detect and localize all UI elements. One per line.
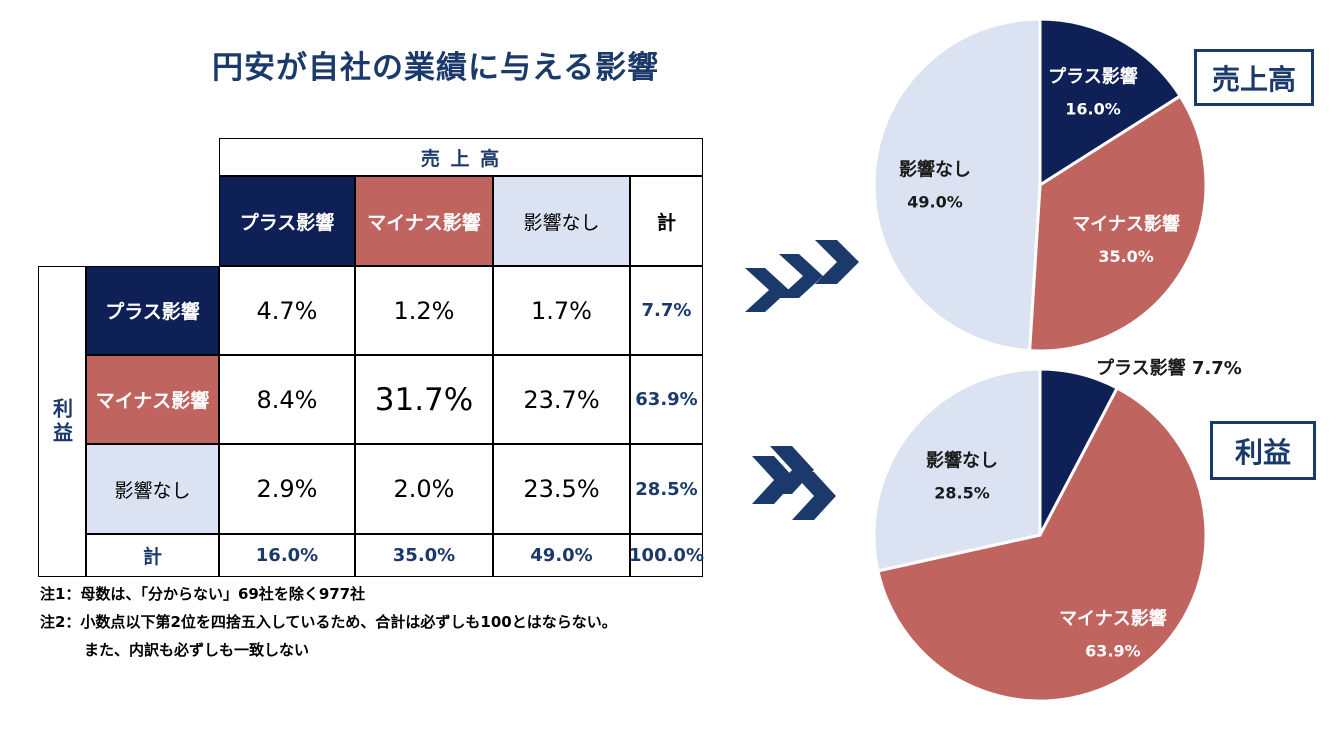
table-cell-total: 35.0%	[355, 534, 493, 577]
chevron-arrow-icon	[752, 446, 836, 520]
table-cell: 23.7%	[493, 355, 630, 444]
table-cell: 1.7%	[493, 266, 630, 355]
pie-label-plus: プラス影響 7.7%	[1096, 357, 1242, 379]
row-header-none: 影響なし	[86, 444, 219, 534]
table-cell: 8.4%	[219, 355, 355, 444]
row-header-minus: マイナス影響	[86, 355, 219, 444]
pie-title-profit: 利益	[1210, 421, 1316, 480]
row-group-header: 利益	[38, 266, 86, 577]
pie-value-none: 49.0%	[907, 193, 963, 212]
pie-slice-plus	[1038, 17, 1183, 188]
pie-slice-none	[872, 17, 1042, 353]
pie-chart-sales: プラス影響 16.0% マイナス影響 35.0% 影響なし 49.0%	[872, 17, 1208, 353]
pie-value-plus: 16.0%	[1065, 100, 1121, 119]
pie-slice-minus	[876, 385, 1208, 703]
table-cell: 23.5%	[493, 444, 630, 534]
table-cell: 4.7%	[219, 266, 355, 355]
row-header-plus: プラス影響	[86, 266, 219, 355]
pie-value-minus: 63.9%	[1085, 641, 1141, 660]
pie-label-none: 影響なし	[926, 449, 998, 471]
table-cell-total: 100.0%	[629, 534, 704, 577]
table-cell-total: 7.7%	[630, 266, 703, 355]
pie-outside-label-area: プラス影響 7.7%	[1096, 357, 1242, 379]
col-group-header: 売 上 高	[219, 138, 703, 176]
pie-label-minus: マイナス影響	[1059, 607, 1167, 629]
note-2: 注2：小数点以下第2位を四捨五入しているため、合計は必ずしも100とはならない。	[40, 613, 617, 631]
pie-label-none: 影響なし	[899, 159, 971, 181]
table-cell: 1.2%	[355, 266, 493, 355]
note-1: 注1：母数は、「分からない」69社を除く977社	[40, 585, 366, 603]
pie-chart-profit: マイナス影響 63.9% 影響なし 28.5%	[872, 367, 1208, 703]
chevron-arrow-icon	[745, 240, 859, 312]
pie-slice-minus	[1027, 93, 1208, 353]
col-header-plus: プラス影響	[219, 176, 355, 266]
table-cell: 2.0%	[355, 444, 493, 534]
pie-value-none: 28.5%	[934, 483, 990, 502]
pie-slice-none	[872, 367, 1042, 573]
page-title: 円安が自社の業績に与える影響	[212, 50, 660, 86]
pie-label-minus: マイナス影響	[1072, 213, 1180, 235]
col-header-none: 影響なし	[493, 176, 630, 266]
table-cell-total: 28.5%	[630, 444, 703, 534]
table-cell-highlight: 31.7%	[355, 355, 493, 444]
table-cell-total: 63.9%	[630, 355, 703, 444]
note-3: また、内訳も必ずしも一致しない	[84, 641, 310, 659]
table-cell-total: 16.0%	[219, 534, 355, 577]
col-header-minus: マイナス影響	[355, 176, 493, 266]
table-cell: 2.9%	[219, 444, 355, 534]
pie-title-sales: 売上高	[1194, 49, 1314, 106]
pie-label-plus: プラス影響	[1048, 66, 1138, 88]
table-cell-total: 49.0%	[493, 534, 630, 577]
col-header-total: 計	[630, 176, 703, 266]
row-header-total: 計	[86, 534, 219, 577]
pie-value-minus: 35.0%	[1098, 247, 1154, 266]
